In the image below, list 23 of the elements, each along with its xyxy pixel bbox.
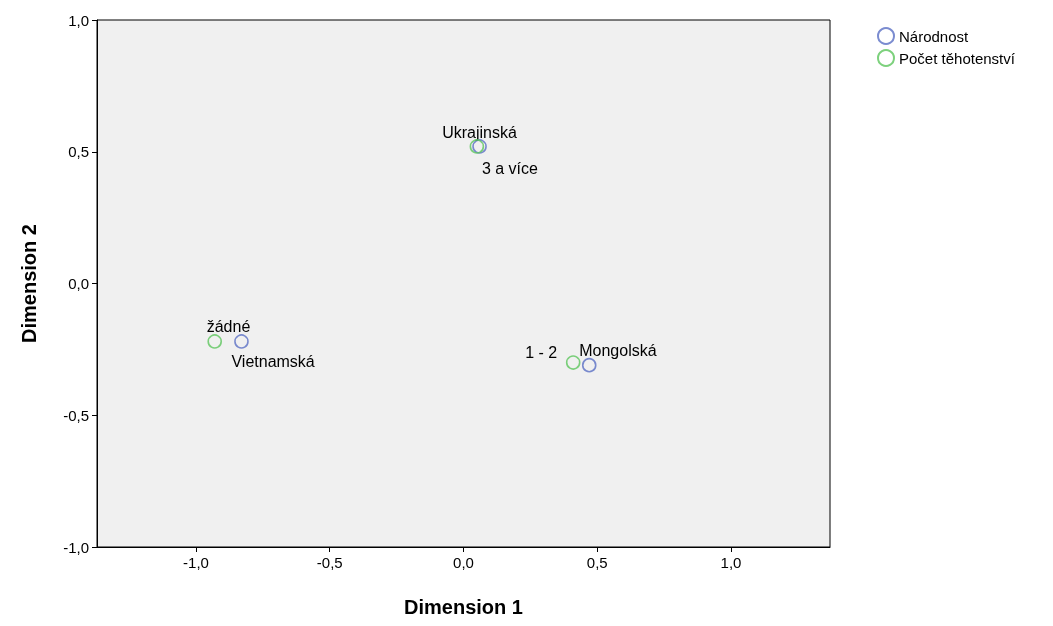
point — [565, 355, 581, 370]
y-tick-label: -1,0 — [63, 538, 89, 556]
legend-label: Počet těhotenství — [899, 49, 1016, 67]
x-tick-label: -1,0 — [183, 554, 209, 571]
annotation: 3 a více — [481, 159, 539, 177]
x-tick-label: 1,0 — [720, 554, 742, 571]
x-tick-label: 0,0 — [453, 554, 474, 571]
annotation: žádné — [206, 317, 251, 335]
y-tick-label: 0,0 — [68, 275, 89, 292]
annotation: Ukrajinská — [442, 123, 517, 141]
y-axis-title: Dimension 2 — [18, 224, 40, 343]
annotation: 1 - 2 — [525, 344, 558, 362]
legend-label: Národnost — [899, 27, 970, 45]
y-tick-label: 1,0 — [68, 11, 89, 29]
y-tick-label: 0,5 — [68, 143, 89, 161]
x-tick-label: -0,5 — [316, 554, 343, 571]
point — [234, 334, 249, 349]
annotation: Vietnamská — [231, 352, 315, 370]
x-axis-title: Dimension 1 — [404, 596, 523, 618]
point — [207, 334, 223, 349]
x-tick-label: 0,5 — [586, 554, 608, 571]
annotation: Mongolská — [579, 341, 657, 359]
y-tick-label: -0,5 — [63, 406, 89, 424]
